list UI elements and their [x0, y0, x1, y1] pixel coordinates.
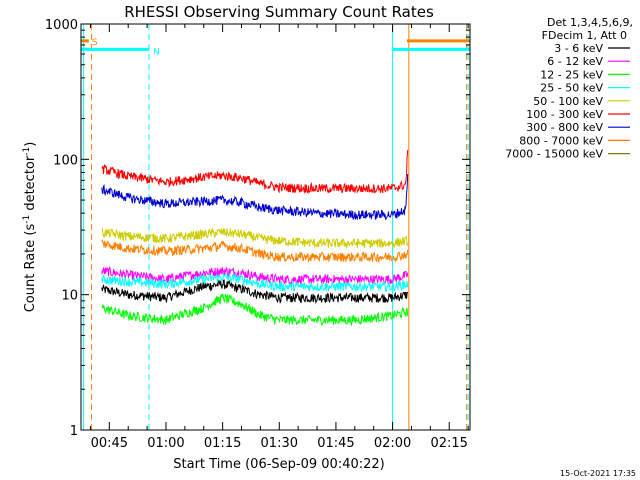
y-tick-label-1: 10 — [61, 289, 78, 304]
axis-ticks: 00:45 01:00 01:15 01:30 01:45 02:00 02:15 1 10 10… — [45, 18, 470, 451]
flag-label-n: N — [153, 47, 160, 57]
legend-label-8: 7000 - 15000 keV — [505, 148, 603, 161]
timestamp: 15-Oct-2021 17:35 — [560, 469, 636, 478]
legend-label-4: 50 - 100 keV — [533, 95, 603, 108]
legend-label-3: 25 - 50 keV — [540, 82, 603, 95]
y-tick-label-0: 1 — [70, 424, 78, 439]
y-axis-label-end: ) — [23, 142, 38, 147]
chart-title: RHESSI Observing Summary Count Rates — [124, 3, 434, 21]
legend-label-1: 6 - 12 keV — [547, 55, 603, 68]
plot-frame — [80, 23, 471, 431]
y-tick-label-3: 1000 — [45, 18, 78, 33]
y-axis-label-sup-2: -1 — [22, 147, 32, 156]
flag-bars: SN — [81, 38, 470, 57]
x-tick-label-5: 02:00 — [374, 436, 411, 451]
y-tick-label-2: 100 — [53, 153, 78, 168]
time-markers — [83, 24, 469, 430]
y-axis-label: Count Rate (s-1 detector-1) — [22, 142, 38, 313]
series-line-0 — [101, 279, 409, 305]
series-line-3 — [101, 272, 409, 293]
x-tick-label-2: 01:15 — [204, 436, 241, 451]
x-tick-label-6: 02:15 — [430, 436, 467, 451]
y-axis-label-main: Count Rate (s — [23, 224, 38, 313]
legend-label-2: 12 - 25 keV — [540, 68, 603, 81]
legend-label-0: 3 - 6 keV — [554, 42, 603, 55]
series-line-7 — [101, 239, 409, 264]
flag-label-s: S — [92, 38, 98, 48]
x-tick-label-1: 01:00 — [147, 436, 184, 451]
x-tick-label-4: 01:45 — [317, 436, 354, 451]
y-axis-label-mid: detector — [23, 155, 38, 215]
series-line-6 — [101, 173, 409, 221]
x-axis-label: Start Time (06-Sep-09 00:40:22) — [173, 457, 384, 472]
series-line-4 — [101, 227, 409, 249]
series-lines — [101, 150, 409, 327]
series-line-5 — [101, 150, 409, 195]
legend-label-5: 100 - 300 keV — [526, 108, 603, 121]
x-tick-label-0: 00:45 — [91, 436, 128, 451]
legend: Det 1,3,4,5,6,9, FDecim 1, Att 0 3 - 6 k… — [505, 16, 633, 161]
x-tick-label-3: 01:30 — [261, 436, 298, 451]
legend-header-line-2: FDecim 1, Att 0 — [542, 29, 627, 42]
legend-label-7: 800 - 7000 keV — [519, 134, 603, 147]
series-line-2 — [101, 292, 409, 327]
legend-label-6: 300 - 800 keV — [526, 121, 603, 134]
legend-header-line-1: Det 1,3,4,5,6,9, — [547, 16, 633, 29]
y-axis-label-sup-1: -1 — [22, 215, 32, 224]
